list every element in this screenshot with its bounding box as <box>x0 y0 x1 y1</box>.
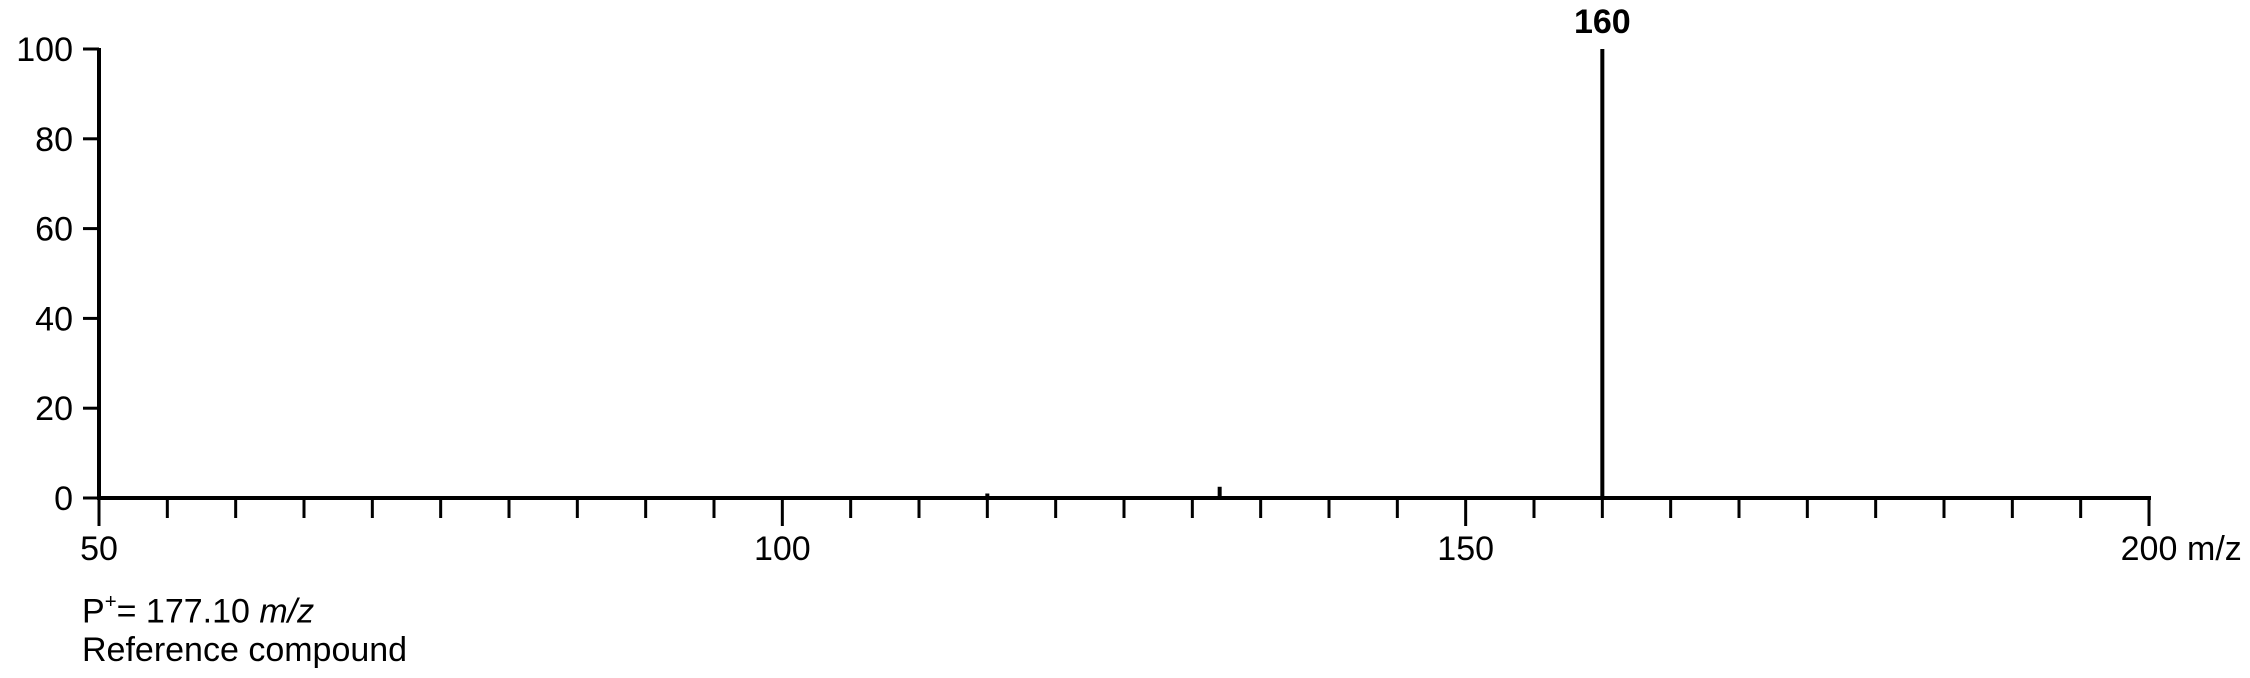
x-axis-unit-label: m/z <box>2187 530 2242 568</box>
x-tick-label: 100 <box>754 530 811 568</box>
x-tick-label: 150 <box>1437 530 1494 568</box>
sample-name-caption: Reference compound <box>82 631 408 669</box>
ion-value: = 177.10 <box>116 592 260 631</box>
y-tick-label: 100 <box>16 31 73 69</box>
ion-charge: + <box>104 591 117 613</box>
spectrum-peaks: 160 <box>985 3 1631 498</box>
y-tick-label: 20 <box>35 390 73 428</box>
ion-unit: m/z <box>259 592 315 631</box>
molecular-ion-caption: P+= 177.10 m/z <box>82 582 314 631</box>
y-tick-label: 0 <box>54 480 73 518</box>
y-axis-ticks: 0 20 40 60 80 100 <box>16 31 99 518</box>
y-tick-label: 80 <box>35 121 73 159</box>
y-tick-label: 40 <box>35 300 73 338</box>
x-tick-label: 50 <box>80 530 118 568</box>
x-axis-ticks: 50 100 150 200 m/z <box>80 498 2242 568</box>
axes <box>97 48 2151 500</box>
y-tick-label: 60 <box>35 211 73 249</box>
peak-label: 160 <box>1574 3 1631 41</box>
x-tick-label: 200 <box>2121 530 2178 568</box>
ion-symbol: P <box>82 592 105 631</box>
